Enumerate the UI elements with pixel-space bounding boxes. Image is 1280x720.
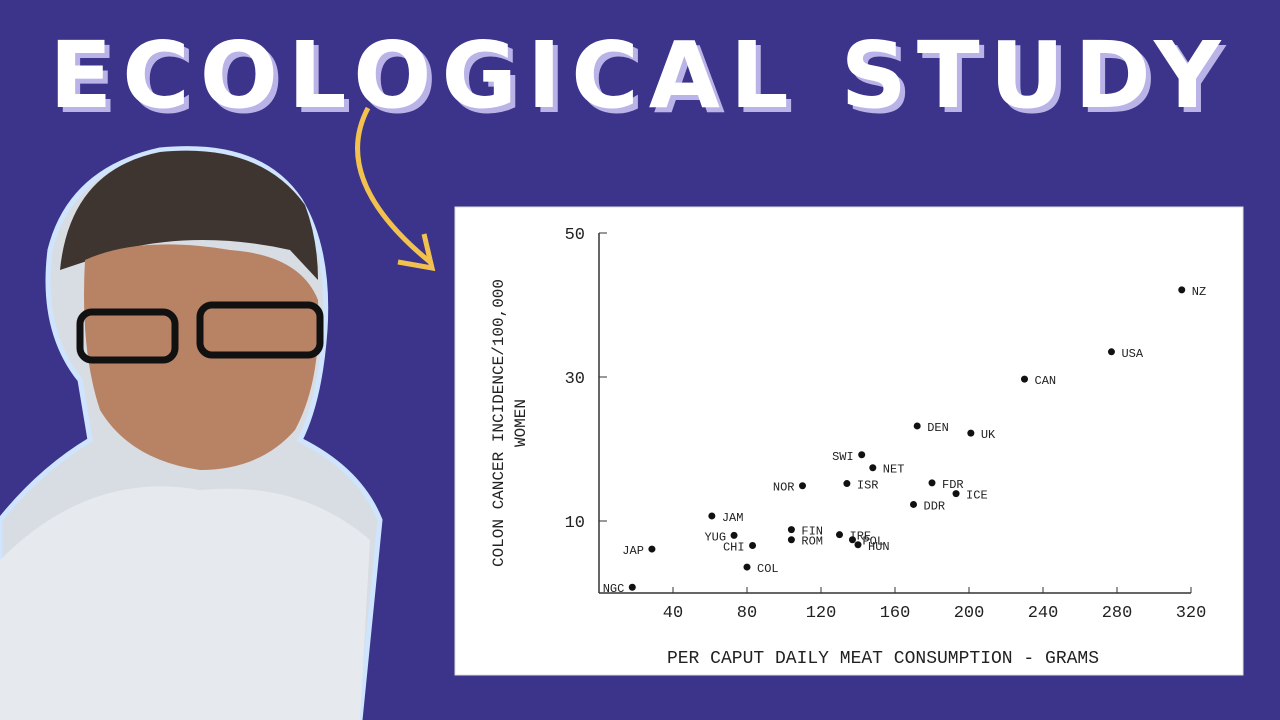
- title: ECOLOGICAL STUDY: [49, 22, 1231, 129]
- point: [928, 479, 936, 487]
- point-label: NGC: [603, 582, 625, 596]
- point-label: NET: [883, 463, 905, 477]
- point-label: JAP: [622, 544, 644, 558]
- x-tick-label: 240: [1028, 604, 1059, 623]
- point-label: CAN: [1035, 374, 1057, 388]
- x-tick-label: 120: [806, 604, 837, 623]
- point: [952, 490, 960, 498]
- point-label: FIN: [801, 525, 823, 539]
- x-tick-label: 160: [880, 604, 911, 623]
- y-tick-label: 10: [565, 514, 585, 533]
- point-label: FDR: [942, 478, 964, 492]
- y-tick-label: 30: [565, 370, 585, 389]
- arrow-head: [397, 233, 436, 272]
- point: [799, 482, 806, 490]
- point: [848, 536, 856, 544]
- y-axis-label: COLON CANCER INCIDENCE/100,000: [490, 279, 508, 567]
- point-label: ROM: [801, 535, 823, 549]
- y-tick-label: 50: [565, 226, 585, 245]
- point-label: ISR: [857, 479, 879, 493]
- x-axis-label: PER CAPUT DAILY MEAT CONSUMPTION - GRAMS: [667, 649, 1099, 669]
- point-label: DEN: [927, 421, 949, 435]
- point-label: USA: [1121, 347, 1143, 361]
- chart: 40 80 120 160 200 240 280 320 10 30 50 PER CAPUT DA…: [490, 226, 1206, 669]
- x-tick-label: 80: [737, 604, 757, 623]
- point-label: SWI: [832, 450, 854, 464]
- point: [869, 464, 877, 472]
- chart-panel: [454, 206, 1244, 676]
- arrow: [355, 106, 432, 264]
- point-label: CHI: [723, 540, 745, 554]
- point: [730, 531, 738, 539]
- x-tick-label: 200: [954, 604, 985, 623]
- point: [743, 563, 751, 571]
- y-axis-label: WOMEN: [512, 399, 530, 447]
- point-label: ICE: [966, 489, 988, 503]
- person-photo: [0, 146, 383, 720]
- point: [1021, 375, 1028, 383]
- point: [749, 541, 757, 549]
- point: [648, 545, 656, 553]
- point-label: COL: [757, 562, 779, 576]
- point: [913, 422, 921, 430]
- point-label: NOR: [773, 481, 795, 495]
- point-label: NZ: [1192, 285, 1206, 299]
- point-label: HUN: [868, 540, 890, 554]
- point: [854, 541, 862, 549]
- x-tick-label: 280: [1102, 604, 1133, 623]
- x-tick-label: 320: [1176, 604, 1207, 623]
- x-tick-label: 40: [663, 604, 683, 623]
- point: [787, 526, 795, 534]
- point: [910, 500, 917, 508]
- point: [836, 531, 843, 539]
- point-label: JAM: [722, 511, 744, 525]
- point: [787, 536, 795, 544]
- point: [1178, 286, 1186, 294]
- point-label: DDR: [924, 499, 946, 513]
- point: [858, 451, 866, 459]
- point-label: POL: [862, 535, 884, 549]
- point: [967, 429, 975, 437]
- point-label: UK: [981, 428, 996, 442]
- point: [843, 480, 851, 488]
- point-label: YUG: [704, 530, 726, 544]
- point: [1107, 348, 1115, 356]
- point: [628, 583, 636, 591]
- point: [708, 512, 716, 520]
